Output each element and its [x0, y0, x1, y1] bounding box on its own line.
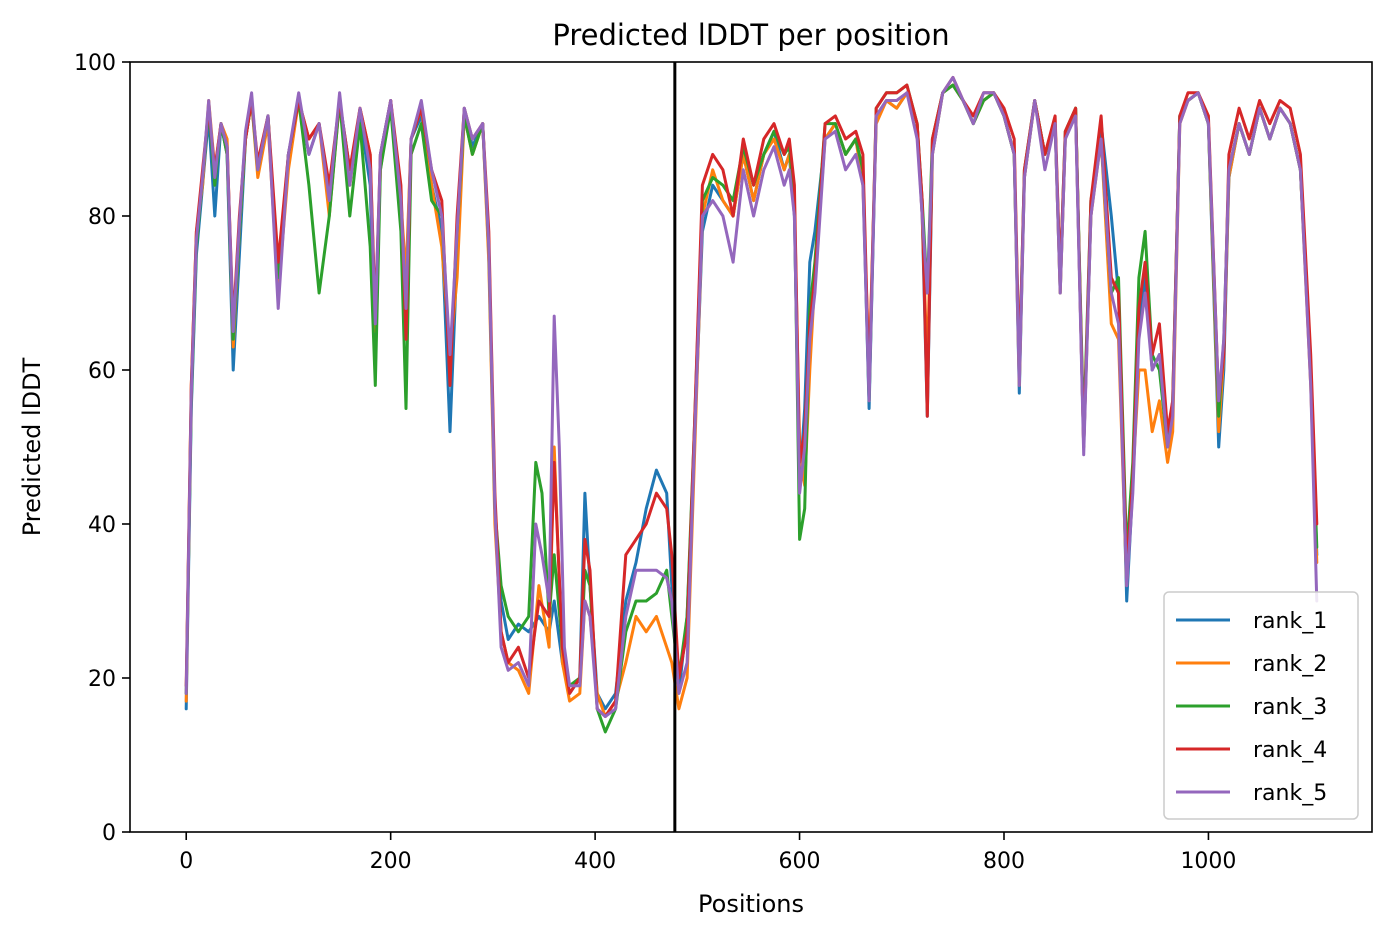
x-tick-label: 200 [370, 849, 412, 874]
series-line-rank_5 [184, 75, 1319, 718]
legend-label-rank_1: rank_1 [1253, 609, 1327, 634]
y-tick-label: 80 [88, 205, 116, 230]
legend: rank_1 rank_2 rank_3 rank_4 rank_5 [1163, 591, 1359, 820]
x-axis-label: Positions [698, 890, 804, 918]
x-tick-label: 1000 [1180, 849, 1236, 874]
y-axis-label: Predicted lDDT [18, 357, 46, 536]
legend-label-rank_4: rank_4 [1253, 738, 1327, 763]
legend-box [1163, 591, 1359, 820]
x-tick-label: 400 [574, 849, 616, 874]
x-tick-label: 600 [779, 849, 821, 874]
series-layer [184, 75, 1319, 734]
y-tick-label: 100 [74, 51, 116, 76]
x-tick-label: 0 [179, 849, 193, 874]
chart-title: Predicted lDDT per position [552, 18, 949, 52]
legend-label-rank_3: rank_3 [1253, 695, 1327, 720]
legend-label-rank_5: rank_5 [1253, 781, 1327, 806]
x-axis: 0 200 400 600 800 1000 [179, 832, 1236, 874]
y-axis: 0 20 40 60 80 100 [74, 51, 130, 846]
legend-label-rank_2: rank_2 [1253, 652, 1327, 677]
y-tick-label: 0 [102, 821, 116, 846]
y-tick-label: 20 [88, 667, 116, 692]
x-tick-label: 800 [983, 849, 1025, 874]
plot-frame [129, 61, 1373, 833]
y-tick-label: 60 [88, 359, 116, 384]
y-tick-label: 40 [88, 513, 116, 538]
